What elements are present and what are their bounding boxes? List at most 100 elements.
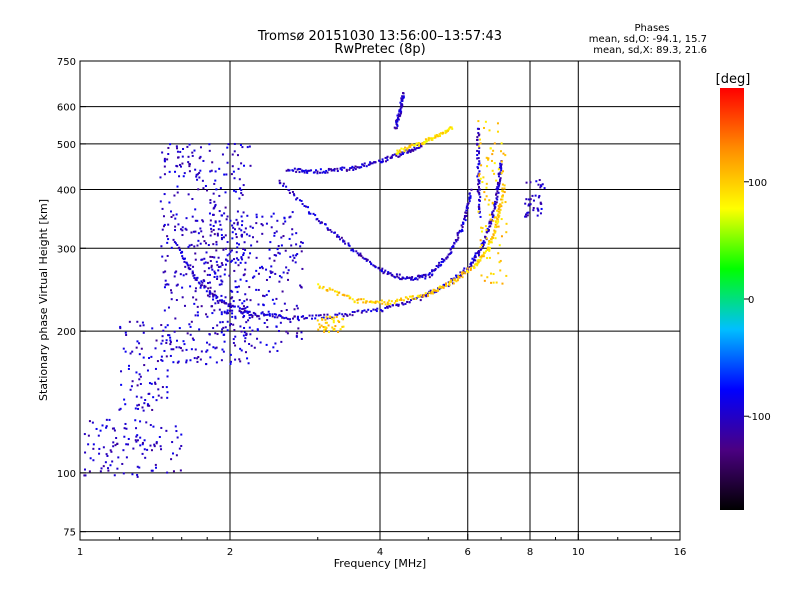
data-point <box>347 244 350 247</box>
data-point <box>172 470 175 473</box>
data-point <box>336 294 339 297</box>
data-point <box>137 407 140 410</box>
data-point <box>220 311 223 314</box>
data-point <box>482 243 485 246</box>
data-point <box>499 177 502 180</box>
data-point <box>143 402 146 405</box>
data-point <box>185 361 188 364</box>
data-point <box>321 221 324 224</box>
data-point <box>187 193 190 196</box>
data-point <box>218 283 221 286</box>
data-point <box>365 300 368 303</box>
data-point <box>331 326 334 329</box>
data-point <box>205 251 208 254</box>
data-point <box>419 275 422 278</box>
data-point <box>238 307 241 310</box>
data-point <box>148 382 151 385</box>
data-point <box>194 348 197 351</box>
data-point <box>203 257 206 260</box>
data-point <box>452 282 455 285</box>
data-point <box>185 348 188 351</box>
data-point <box>504 154 507 157</box>
data-point <box>319 168 322 171</box>
data-point <box>239 360 242 363</box>
data-point <box>209 255 212 258</box>
data-point <box>498 182 501 185</box>
data-point <box>527 211 530 214</box>
data-point <box>142 356 145 359</box>
data-point <box>226 329 229 332</box>
data-point <box>230 173 233 176</box>
data-point <box>165 386 168 389</box>
data-point <box>266 326 269 329</box>
data-point <box>189 333 192 336</box>
data-point <box>486 227 489 230</box>
data-point <box>400 110 403 113</box>
data-point <box>178 246 181 249</box>
data-point <box>199 169 202 172</box>
data-point <box>451 245 454 248</box>
data-point <box>218 194 221 197</box>
data-point <box>493 207 496 210</box>
data-point <box>202 187 205 190</box>
data-point <box>166 235 169 238</box>
data-point <box>122 449 125 452</box>
data-point <box>243 314 246 317</box>
data-point <box>414 297 417 300</box>
data-point <box>191 197 194 200</box>
data-point <box>222 248 225 251</box>
data-point <box>477 186 480 189</box>
data-point <box>127 367 130 370</box>
data-point <box>187 264 190 267</box>
data-point <box>141 452 144 455</box>
data-point <box>328 287 331 290</box>
data-point <box>248 314 251 317</box>
data-point <box>345 168 348 171</box>
data-point <box>283 317 286 320</box>
data-point <box>187 155 190 158</box>
data-point <box>459 274 462 277</box>
data-point <box>196 276 199 279</box>
data-point <box>240 330 243 333</box>
data-point <box>208 343 211 346</box>
data-point <box>177 360 180 363</box>
data-point <box>250 244 253 247</box>
data-point <box>189 264 192 267</box>
data-point <box>338 291 341 294</box>
data-point <box>304 169 307 172</box>
data-point <box>527 198 530 201</box>
data-point <box>195 173 198 176</box>
data-point <box>301 169 304 172</box>
data-point <box>170 215 173 218</box>
data-point <box>213 256 216 259</box>
data-point <box>194 252 197 255</box>
data-point <box>196 311 199 314</box>
data-point <box>196 357 199 360</box>
data-point <box>437 135 440 138</box>
data-point <box>268 314 271 317</box>
data-point <box>292 193 295 196</box>
data-point <box>370 263 373 266</box>
phase-box-line-x: mean, sd,X: 89.3, 21.6 <box>593 45 707 56</box>
data-point <box>151 469 154 472</box>
data-point <box>212 346 215 349</box>
data-point <box>431 273 434 276</box>
data-point <box>248 234 251 237</box>
data-point <box>239 278 242 281</box>
data-point <box>385 156 388 159</box>
data-point <box>413 144 416 147</box>
data-point <box>488 256 491 259</box>
data-point <box>220 301 223 304</box>
data-point <box>494 225 497 228</box>
data-point <box>258 317 261 320</box>
data-point <box>197 356 200 359</box>
data-point <box>169 336 172 339</box>
data-point <box>497 185 500 188</box>
data-point <box>286 317 289 320</box>
x-tick-label: 8 <box>527 547 533 558</box>
data-point <box>136 439 139 442</box>
data-point <box>525 215 528 218</box>
data-point <box>196 360 199 363</box>
data-point <box>418 276 421 279</box>
data-point <box>209 199 212 202</box>
